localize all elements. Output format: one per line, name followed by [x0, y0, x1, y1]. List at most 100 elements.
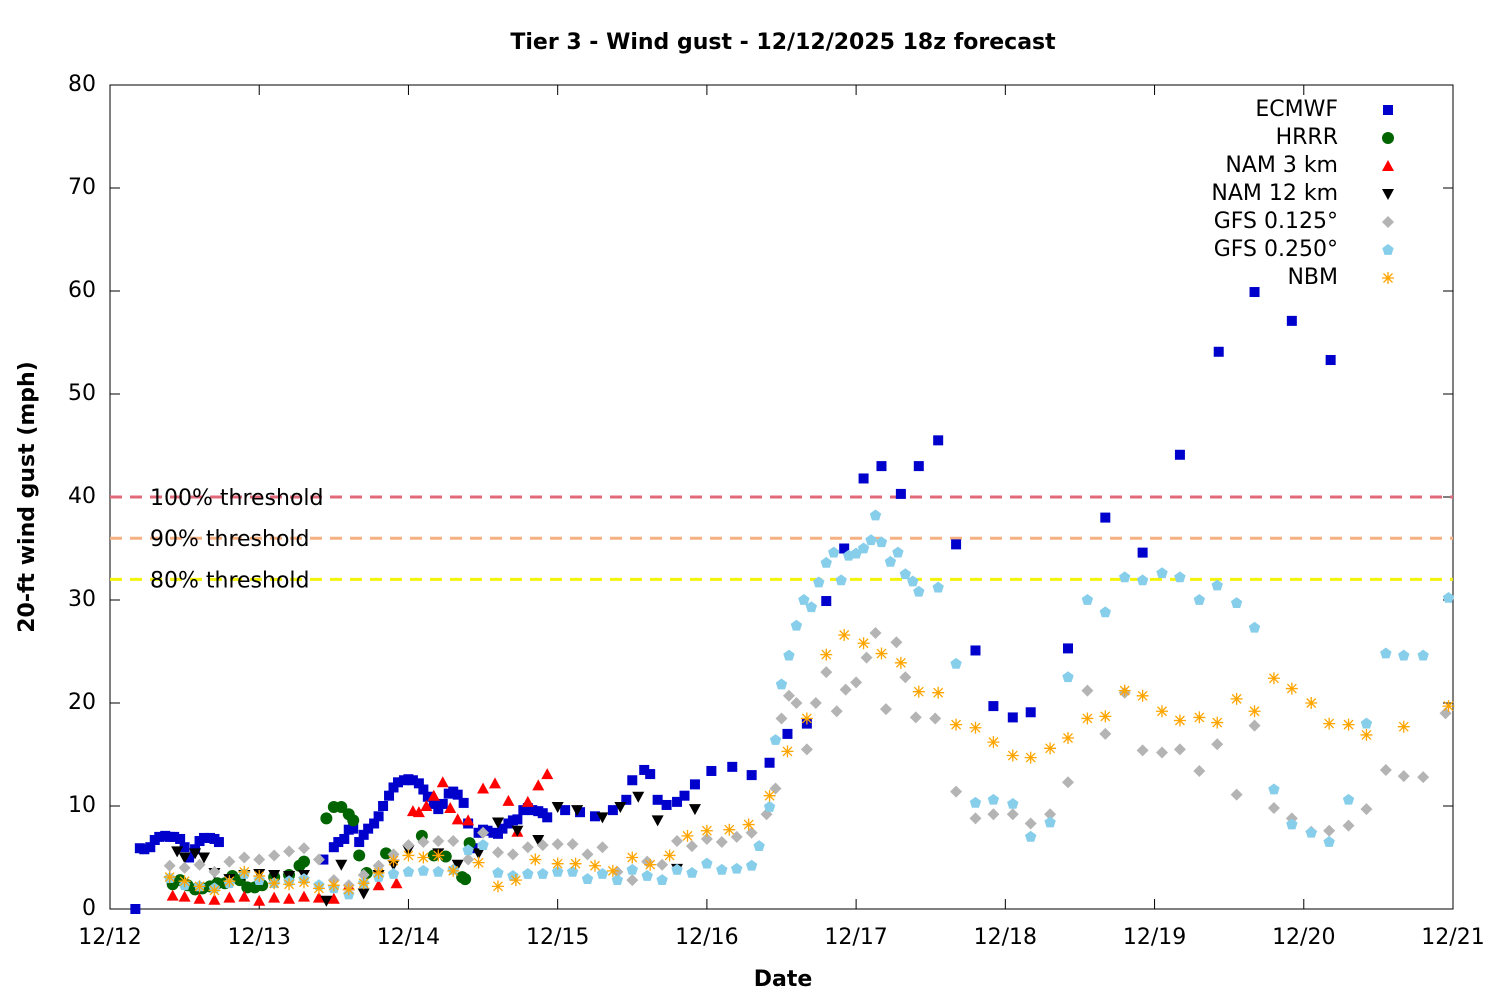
- data-point: [909, 711, 922, 724]
- data-point: [427, 789, 440, 801]
- x-tick-label: 12/13: [228, 925, 291, 950]
- data-point: [969, 812, 982, 825]
- legend-label: NAM 12 km: [1211, 181, 1338, 206]
- data-point: [198, 852, 211, 864]
- data-point: [626, 874, 639, 887]
- data-point: [335, 801, 348, 814]
- data-point: [333, 837, 344, 848]
- data-point: [402, 839, 415, 852]
- threshold-label: 100% threshold: [150, 486, 324, 511]
- data-point: [482, 825, 493, 836]
- data-point: [459, 873, 472, 886]
- data-point: [685, 840, 698, 853]
- data-point: [1156, 705, 1169, 718]
- data-point: [820, 556, 832, 568]
- data-point: [679, 790, 690, 801]
- data-point: [1325, 355, 1336, 366]
- data-point: [444, 802, 457, 814]
- data-point: [268, 849, 281, 862]
- data-point: [671, 863, 683, 875]
- data-point: [1044, 816, 1056, 828]
- legend-label: ECMWF: [1255, 97, 1338, 122]
- data-point: [193, 892, 206, 904]
- data-point: [357, 877, 370, 890]
- data-point: [1173, 714, 1186, 727]
- data-point: [656, 858, 669, 871]
- data-point: [432, 835, 445, 848]
- data-point: [589, 811, 600, 822]
- data-point: [492, 866, 504, 878]
- data-point: [238, 851, 251, 864]
- data-point: [764, 757, 775, 768]
- data-point: [1379, 763, 1392, 776]
- data-point: [644, 858, 657, 871]
- data-point: [542, 812, 553, 823]
- data-point: [532, 834, 545, 846]
- data-point: [790, 697, 803, 709]
- data-point: [1174, 449, 1185, 460]
- data-point: [596, 812, 609, 824]
- data-point: [472, 848, 485, 860]
- data-point: [1024, 751, 1037, 764]
- data-point: [551, 838, 564, 851]
- data-point: [969, 796, 982, 808]
- data-point: [1007, 712, 1018, 723]
- data-point: [312, 882, 325, 895]
- data-point: [387, 854, 400, 867]
- data-point: [1007, 797, 1019, 809]
- data-point: [342, 883, 355, 896]
- data-point: [895, 488, 906, 499]
- data-point: [387, 867, 400, 879]
- data-point: [163, 859, 176, 872]
- data-point: [830, 705, 843, 718]
- data-point: [1044, 742, 1057, 755]
- data-point: [320, 895, 333, 907]
- data-point: [1099, 606, 1112, 618]
- data-point: [1137, 547, 1148, 558]
- data-point: [184, 852, 195, 863]
- data-point: [373, 811, 384, 822]
- data-point: [661, 799, 672, 810]
- data-point: [596, 867, 609, 879]
- data-point: [436, 776, 449, 788]
- y-tick-label: 70: [68, 175, 96, 200]
- data-point: [407, 775, 418, 786]
- data-point: [641, 870, 653, 881]
- data-point: [412, 806, 425, 818]
- data-point: [178, 852, 191, 864]
- data-point: [283, 892, 296, 904]
- data-point: [987, 736, 1000, 749]
- data-point: [913, 461, 924, 472]
- data-point: [869, 626, 882, 639]
- data-point: [497, 823, 508, 834]
- y-tick-label: 50: [68, 381, 96, 406]
- data-point: [1044, 808, 1057, 821]
- data-point: [1211, 738, 1224, 751]
- data-point: [569, 857, 582, 870]
- data-point: [437, 798, 448, 809]
- data-point: [800, 743, 813, 756]
- data-point: [775, 678, 788, 690]
- legend-marker: [1382, 272, 1394, 284]
- data-point: [521, 841, 534, 854]
- data-point: [781, 745, 794, 758]
- data-point: [166, 889, 179, 901]
- data-point: [1285, 682, 1298, 695]
- x-tick-label: 12/12: [78, 925, 141, 950]
- legend-label: NBM: [1287, 265, 1338, 290]
- data-point: [1156, 746, 1169, 759]
- data-point: [828, 546, 840, 558]
- data-point: [783, 649, 795, 661]
- data-point: [268, 891, 281, 903]
- data-point: [1211, 716, 1224, 729]
- data-point: [645, 769, 656, 780]
- data-point: [145, 842, 156, 853]
- data-point: [813, 576, 825, 588]
- data-point: [1417, 771, 1430, 784]
- data-point: [1230, 788, 1243, 801]
- data-point: [723, 823, 736, 836]
- threshold-label: 90% threshold: [150, 527, 310, 552]
- data-point: [769, 782, 782, 795]
- data-point: [1267, 802, 1280, 815]
- data-point: [462, 844, 474, 856]
